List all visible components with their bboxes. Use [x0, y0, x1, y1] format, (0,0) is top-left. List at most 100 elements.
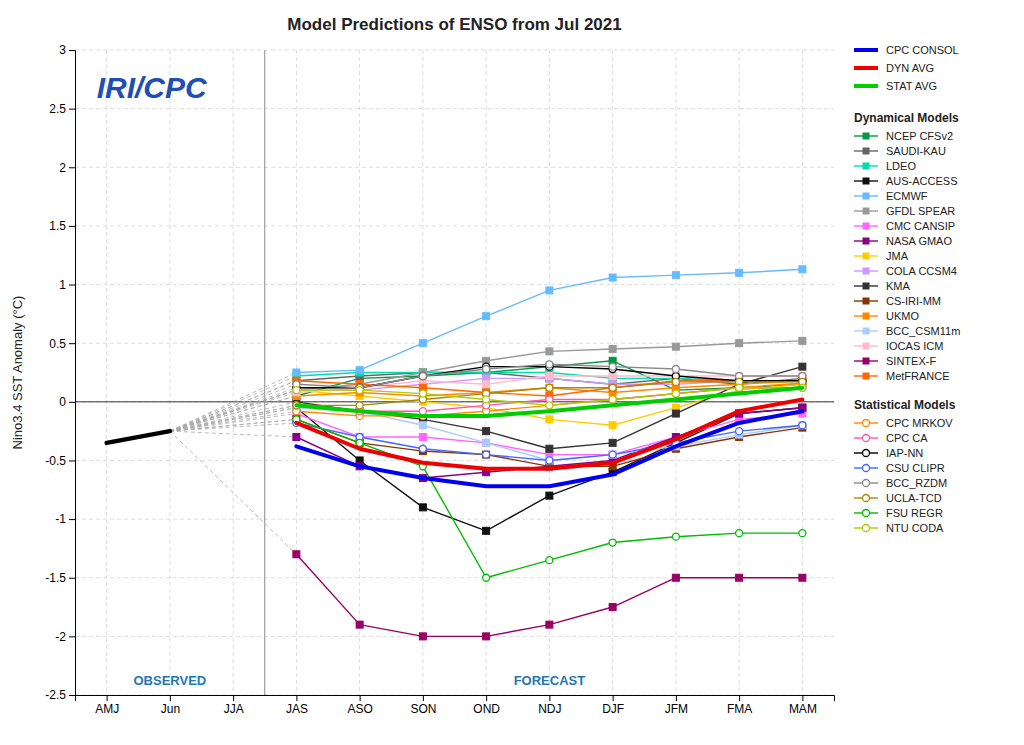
marker	[483, 527, 490, 534]
marker	[736, 269, 743, 276]
y-grid-line	[75, 460, 834, 461]
marker	[799, 422, 806, 429]
series	[293, 381, 806, 429]
legend-label: CS-IRI-MM	[886, 295, 941, 307]
y-tick-label: -2.5	[45, 688, 66, 702]
x-tick: DJF	[602, 695, 624, 716]
marker	[483, 439, 490, 446]
y-grid-line	[75, 401, 834, 402]
legend-title: Dynamical Models	[854, 111, 959, 125]
y-tick-mark	[69, 402, 75, 403]
legend-marker	[863, 465, 870, 472]
legend-label: GFDL SPEAR	[886, 205, 955, 217]
marker	[356, 387, 363, 394]
fan-line	[170, 381, 297, 431]
y-tick-label: 1.5	[49, 219, 66, 233]
y-tick-mark	[69, 167, 75, 168]
marker	[736, 384, 743, 391]
legend-marker	[863, 208, 870, 215]
legend-marker	[863, 358, 870, 365]
marker	[483, 313, 490, 320]
watermark: IRI/CPC	[97, 71, 208, 104]
marker	[736, 428, 743, 435]
marker	[546, 402, 553, 409]
legend-entry: COLA CCSM4	[854, 265, 957, 277]
legend-label: STAT AVG	[886, 80, 937, 92]
legend-label: BCC_RZDM	[886, 477, 947, 489]
legend-marker	[863, 193, 870, 200]
y-tick-mark	[69, 50, 75, 51]
y-tick: 1	[59, 278, 75, 292]
fan-line	[170, 381, 297, 431]
marker	[609, 274, 616, 281]
marker	[293, 369, 300, 376]
marker	[419, 390, 426, 397]
marker	[799, 574, 806, 581]
y-tick-mark	[69, 460, 75, 461]
legend-entry: DYN AVG	[854, 62, 934, 74]
legend-marker	[863, 298, 870, 305]
legend-swatch	[854, 66, 878, 70]
fan-line	[170, 376, 297, 431]
x-tick-label: JFM	[665, 702, 688, 716]
x-tick: AMJ	[95, 695, 119, 716]
marker	[546, 384, 553, 391]
y-tick: 1.5	[49, 219, 75, 233]
marker	[356, 621, 363, 628]
x-tick: FMA	[727, 695, 752, 716]
series	[293, 416, 806, 581]
x-tick-mark	[170, 695, 171, 701]
fan-lines	[170, 373, 297, 555]
legend-marker	[863, 253, 870, 260]
fan-line	[170, 419, 297, 431]
fan-line	[170, 390, 297, 431]
fan-line	[170, 396, 297, 431]
marker	[672, 390, 679, 397]
fan-line	[170, 411, 297, 431]
legend-label: CSU CLIPR	[886, 462, 945, 474]
legend-entry: LDEO	[854, 160, 916, 172]
legend-marker	[863, 495, 870, 502]
legend-label: NTU CODA	[886, 522, 944, 534]
legend-label: UCLA-TCD	[886, 492, 942, 504]
marker	[609, 384, 616, 391]
legend-label: UKMO	[886, 310, 919, 322]
y-axis-title: Nino3.4 SST Anomaly (°C)	[10, 296, 25, 450]
marker	[483, 633, 490, 640]
x-tick-label: Jun	[161, 702, 180, 716]
x-axis-line	[76, 696, 835, 702]
marker	[672, 574, 679, 581]
forecast-separator	[264, 50, 265, 695]
legend-marker	[863, 313, 870, 320]
marker	[609, 451, 616, 458]
marker	[546, 457, 553, 464]
series	[107, 431, 170, 443]
y-tick-mark	[69, 636, 75, 637]
legend-entry: NTU CODA	[854, 522, 944, 534]
x-axis: AMJJunJJAJASASOSONONDNDJDJFJFMFMAMAM	[76, 695, 835, 716]
marker	[609, 384, 616, 391]
x-tick: MAM	[789, 695, 817, 716]
y-tick-label: 0.5	[49, 337, 66, 351]
y-axis: -2.5-2-1.5-1-0.500.511.522.53	[45, 43, 75, 702]
marker	[672, 343, 679, 350]
legend-marker	[863, 480, 870, 487]
fan-line	[170, 431, 297, 437]
x-tick-mark	[549, 695, 550, 701]
marker	[609, 539, 616, 546]
marker	[736, 384, 743, 391]
marker	[419, 373, 426, 380]
y-grid-line	[75, 50, 834, 51]
legend-entry: BCC_CSM11m	[854, 325, 960, 337]
x-grid-line	[233, 50, 234, 695]
x-tick-mark	[739, 695, 740, 701]
legend-label: DYN AVG	[886, 62, 934, 74]
marker	[483, 574, 490, 581]
marker	[483, 365, 490, 372]
x-grid-line	[169, 50, 170, 695]
marker	[609, 363, 616, 370]
y-tick-mark	[69, 343, 75, 344]
legend-label: JMA	[886, 250, 909, 262]
series-line	[107, 431, 170, 443]
marker	[799, 422, 806, 429]
